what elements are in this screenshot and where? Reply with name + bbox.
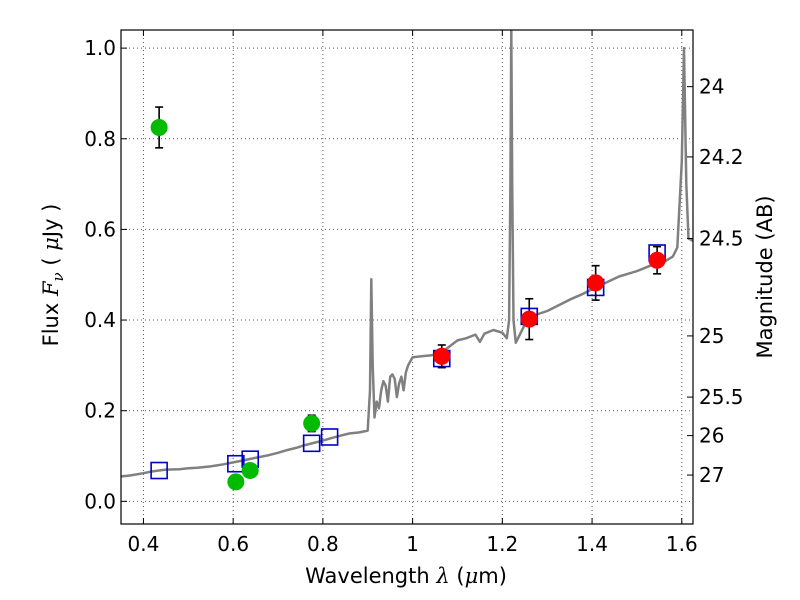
y2-tick-label: 24.2	[699, 145, 744, 169]
axes: 0.4 0.6 0.8 1 1.2 1.4 1.6 0.0 0.2 0.4 0.6 0.8 1.0 24 2…	[84, 29, 744, 556]
model-flux-square	[227, 454, 245, 473]
x-tick-label: 1	[406, 532, 419, 556]
y2-axis-label: Magnitude (AB)	[753, 195, 777, 358]
y2-tick-label: 25.5	[699, 385, 744, 409]
plot-area	[121, 30, 693, 524]
x-tick-label: 0.4	[128, 532, 160, 556]
y-axis-label: Flux Fν ( μJy )	[39, 204, 67, 347]
y2-tick-label: 25	[699, 324, 724, 348]
x-tick-label: 0.6	[217, 532, 249, 556]
y-tick-label: 0.6	[84, 217, 116, 241]
y2-tick-label: 24.5	[699, 226, 744, 250]
y-tick-label: 1.0	[84, 36, 116, 60]
y-tick-label: 0.0	[84, 489, 116, 513]
nir-photometry-point	[520, 310, 538, 328]
y2-tick-label: 26	[699, 424, 724, 448]
plot-frame	[120, 29, 694, 525]
optical-photometry-point	[150, 118, 168, 136]
sed-template-line	[121, 30, 693, 478]
x-tick-label: 1.2	[486, 532, 518, 556]
optical-photometry-point	[227, 473, 245, 491]
y-tick-label: 0.8	[84, 127, 116, 151]
model-flux-square	[302, 434, 321, 453]
y-tick-label: 0.2	[84, 399, 116, 423]
optical-photometry-point	[241, 462, 259, 480]
plot-data	[121, 30, 693, 491]
y-tick-label: 0.4	[84, 308, 116, 332]
x-tick-label: 1.6	[666, 532, 698, 556]
nir-photometry-point	[433, 347, 451, 365]
x-tick-label: 0.8	[307, 532, 339, 556]
x-axis-label: Wavelength λ (μm)	[305, 564, 507, 588]
x-tick-label: 1.4	[576, 532, 608, 556]
nir-photometry-point	[648, 251, 666, 269]
y2-tick-label: 24	[699, 75, 724, 99]
y2-tick-label: 27	[699, 463, 724, 487]
optical-photometry-point	[303, 414, 321, 432]
model-flux-square	[150, 461, 168, 480]
model-flux-square	[320, 428, 339, 446]
nir-photometry-point	[587, 274, 605, 292]
